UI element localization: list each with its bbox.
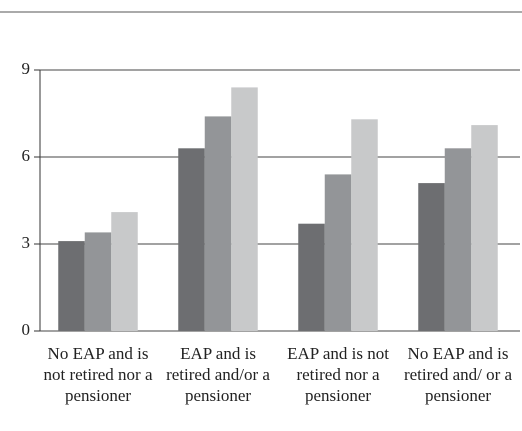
bar bbox=[58, 241, 85, 331]
bar bbox=[471, 125, 498, 331]
y-tick-label: 3 bbox=[22, 233, 31, 252]
bar bbox=[111, 212, 138, 331]
bar bbox=[444, 148, 472, 331]
bar bbox=[298, 223, 325, 331]
bar bbox=[84, 232, 112, 331]
x-tick-label: EAP and is not retired nor a pensioner bbox=[287, 344, 389, 405]
bar bbox=[231, 87, 258, 332]
x-tick-label: EAP and is retired and/or a pensioner bbox=[166, 344, 270, 405]
bar bbox=[418, 183, 445, 331]
bar bbox=[324, 174, 352, 331]
bar bbox=[351, 119, 378, 331]
bar bbox=[178, 148, 205, 331]
y-tick-label: 6 bbox=[22, 146, 31, 165]
x-tick-label: No EAP and is retired and/ or a pensione… bbox=[403, 344, 513, 405]
bar bbox=[204, 116, 232, 332]
x-tick-label: No EAP and is not retired nor a pensione… bbox=[43, 344, 153, 405]
y-tick-label: 9 bbox=[22, 59, 31, 78]
y-tick-label: 0 bbox=[22, 320, 31, 339]
